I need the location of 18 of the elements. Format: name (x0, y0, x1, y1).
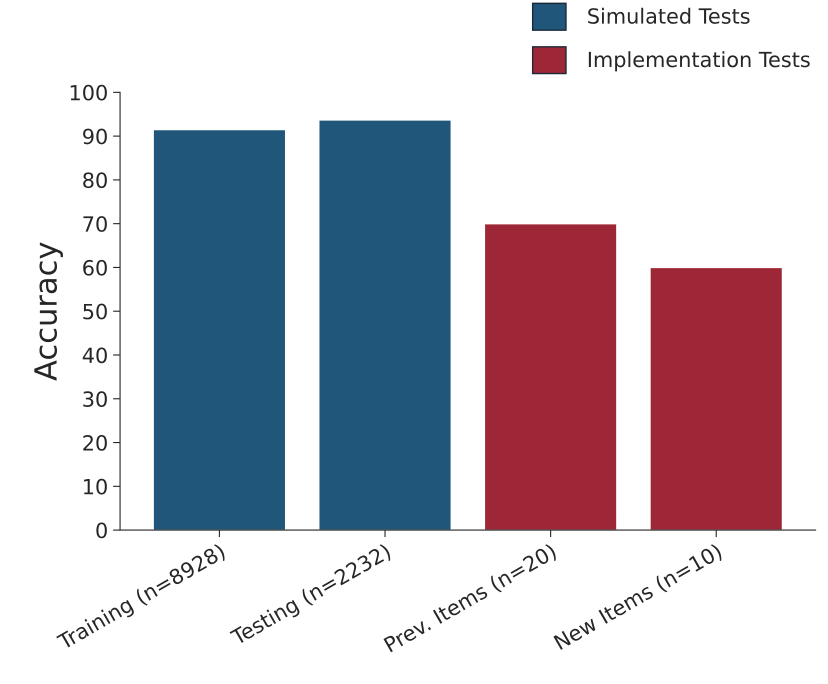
bar (152, 128, 286, 530)
y-tick-label: 50 (83, 304, 107, 320)
y-tick-label: 70 (83, 216, 107, 232)
y-tick-label: 10 (84, 478, 107, 495)
y-tick-label: 0 (96, 522, 107, 538)
y-tick-label: 60 (83, 260, 107, 276)
y-tick-label: 100 (70, 84, 107, 101)
y-tick-label: 30 (83, 391, 107, 407)
legend-label: Simulated Tests (588, 8, 750, 24)
legend-label: Implementation Tests (588, 51, 810, 72)
bar (649, 266, 784, 530)
y-axis-title: Accuracy (34, 242, 63, 381)
y-tick-label: 80 (83, 172, 107, 188)
bar (318, 119, 452, 530)
bar (484, 222, 618, 530)
y-tick-label: 40 (82, 347, 107, 364)
y-tick-label: 20 (83, 435, 107, 451)
y-tick-label: 90 (83, 128, 107, 144)
